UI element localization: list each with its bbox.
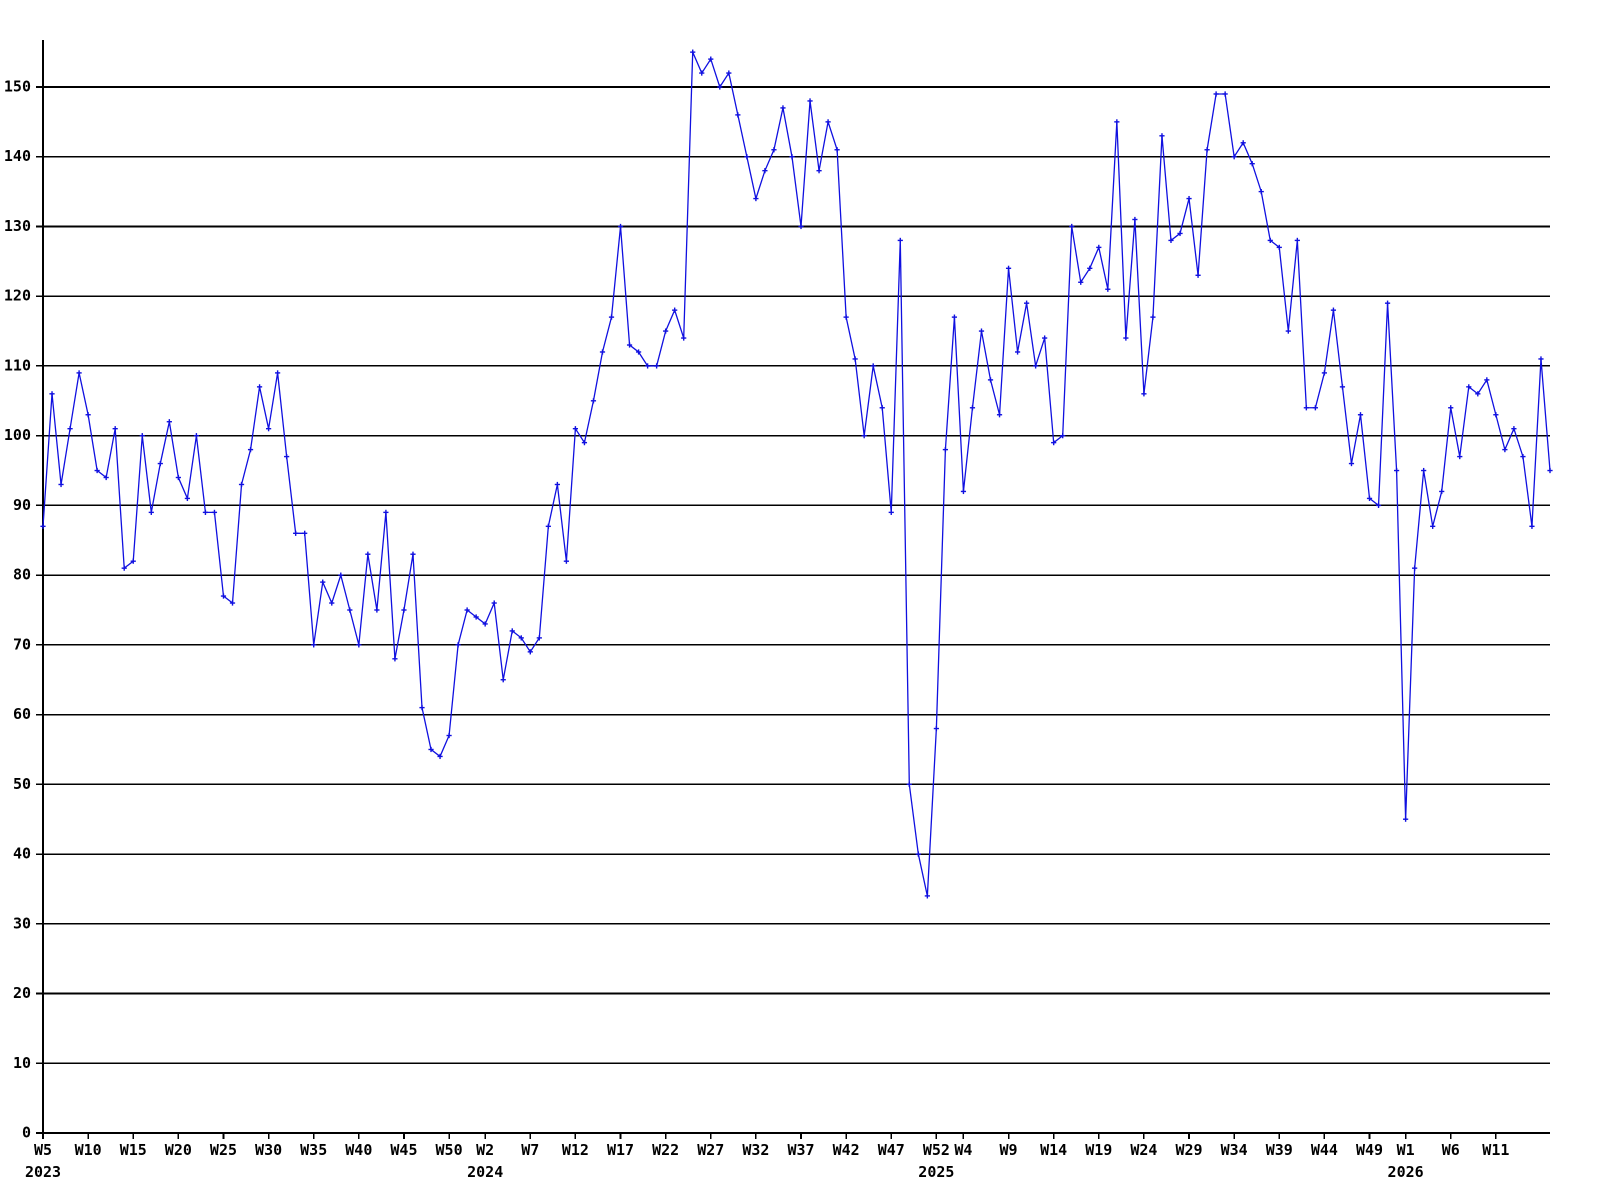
x-year-label: 2024	[467, 1163, 503, 1181]
x-tick-label: W2	[476, 1141, 494, 1159]
y-tick-label: 120	[4, 287, 31, 305]
x-tick-label: W39	[1266, 1141, 1293, 1159]
x-tick-label: W40	[345, 1141, 372, 1159]
x-tick-label: W37	[787, 1141, 814, 1159]
x-tick-label: W42	[833, 1141, 860, 1159]
x-tick-label: W4	[954, 1141, 972, 1159]
y-tick-label: 80	[13, 566, 31, 584]
x-tick-label: W32	[742, 1141, 769, 1159]
x-tick-label: W44	[1311, 1141, 1338, 1159]
y-tick-label: 150	[4, 78, 31, 96]
x-tick-label: W5	[34, 1141, 52, 1159]
x-tick-label: W34	[1221, 1141, 1248, 1159]
x-axis-year-labels: 2023 2024 2025 2026	[25, 1163, 1424, 1181]
y-axis-labels: 0 10 20 30 40 50 60 70 80 90 100 110 120 130 140 150	[4, 78, 31, 1142]
x-tick-label: W11	[1482, 1141, 1509, 1159]
y-tick-label: 20	[13, 984, 31, 1002]
x-tick-label: W27	[697, 1141, 724, 1159]
x-axis-labels: W5 W10 W15 W20 W25 W30 W35 W40 W45 W50 W2 W7 W12 W17 W…	[34, 1141, 1509, 1159]
x-tick-label: W22	[652, 1141, 679, 1159]
y-tick-label: 110	[4, 356, 31, 374]
x-tick-label: W47	[878, 1141, 905, 1159]
y-tick-label: 0	[22, 1124, 31, 1142]
x-tick-label: W9	[1000, 1141, 1018, 1159]
x-tick-label: W25	[210, 1141, 237, 1159]
x-tick-label: W45	[390, 1141, 417, 1159]
y-tick-label: 40	[13, 845, 31, 863]
y-tick-label: 10	[13, 1054, 31, 1072]
x-tick-label: W24	[1130, 1141, 1157, 1159]
x-tick-label: W6	[1442, 1141, 1460, 1159]
x-tick-label: W10	[75, 1141, 102, 1159]
data-series-line	[42, 51, 1551, 897]
y-tick-label: 50	[13, 775, 31, 793]
y-tick-label: 90	[13, 496, 31, 514]
x-tick-label: W1	[1397, 1141, 1415, 1159]
x-tick-label: W12	[562, 1141, 589, 1159]
x-tick-label: W35	[300, 1141, 327, 1159]
x-tick-label: W20	[165, 1141, 192, 1159]
y-tick-label: 60	[13, 705, 31, 723]
x-tick-label: W17	[607, 1141, 634, 1159]
x-year-label: 2023	[25, 1163, 61, 1181]
x-tick-label: W14	[1040, 1141, 1067, 1159]
x-tick-label: W50	[436, 1141, 463, 1159]
x-tick-label: W29	[1175, 1141, 1202, 1159]
x-year-label: 2025	[918, 1163, 954, 1181]
y-tick-label: 30	[13, 914, 31, 932]
x-tick-label: W15	[120, 1141, 147, 1159]
y-tick-label: 100	[4, 426, 31, 444]
x-tick-label: W30	[255, 1141, 282, 1159]
y-tick-marks	[36, 86, 43, 1134]
x-tick-label: W19	[1085, 1141, 1112, 1159]
x-tick-label: W7	[521, 1141, 539, 1159]
y-tick-label: 130	[4, 217, 31, 235]
y-tick-label: 140	[4, 147, 31, 165]
x-tick-label: W49	[1356, 1141, 1383, 1159]
x-year-label: 2026	[1388, 1163, 1424, 1181]
data-point-markers	[40, 49, 1553, 899]
y-tick-label: 70	[13, 635, 31, 653]
x-tick-label: W52	[923, 1141, 950, 1159]
gridlines	[43, 86, 1550, 1065]
